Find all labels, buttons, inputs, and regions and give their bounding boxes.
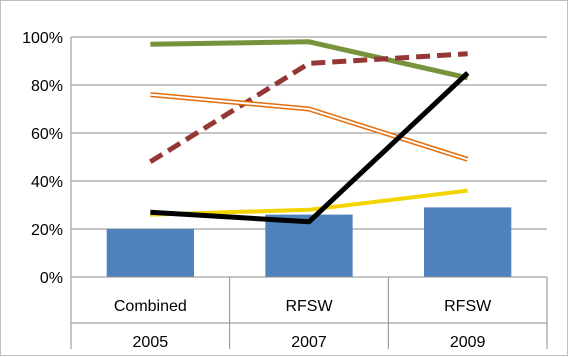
y-tick-label: 20% xyxy=(31,222,63,239)
x-category-year-label: 2007 xyxy=(291,334,327,351)
x-category-label: RFSW xyxy=(285,298,333,315)
y-tick-label: 100% xyxy=(22,30,63,47)
bar xyxy=(265,214,353,277)
y-axis-ticks: 0% 20% 40% 60% 80% 100% xyxy=(22,30,63,287)
x-category-year-label: 2009 xyxy=(450,334,486,351)
line-series xyxy=(150,39,469,81)
y-tick-label: 60% xyxy=(31,126,63,143)
line-series-group xyxy=(149,39,470,225)
x-category-year-label: 2005 xyxy=(133,334,169,351)
bar xyxy=(106,229,194,277)
line-series-inner xyxy=(150,93,468,161)
line-series xyxy=(150,188,468,217)
y-tick-label: 80% xyxy=(31,78,63,95)
x-category-label: RFSW xyxy=(444,298,492,315)
y-tick-label: 40% xyxy=(31,174,63,191)
x-axis-table: Combined 2005 RFSW 2007 RFSW 2009 xyxy=(70,276,548,351)
bar xyxy=(424,207,512,277)
line-series xyxy=(150,71,470,225)
y-tick-label: 0% xyxy=(40,270,63,287)
x-category-label: Combined xyxy=(114,298,187,315)
bar-series xyxy=(106,207,512,277)
line-series xyxy=(150,92,469,162)
